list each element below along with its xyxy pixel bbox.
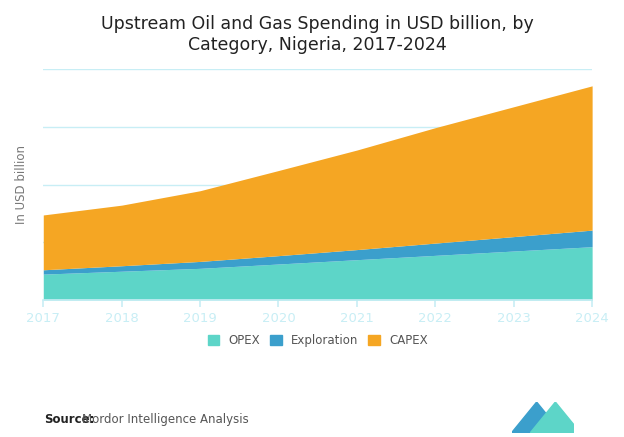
Text: Mordor Intelligence Analysis: Mordor Intelligence Analysis — [82, 413, 249, 426]
Title: Upstream Oil and Gas Spending in USD billion, by
Category, Nigeria, 2017-2024: Upstream Oil and Gas Spending in USD bil… — [101, 15, 534, 54]
Text: Source:: Source: — [44, 413, 94, 426]
Polygon shape — [512, 402, 562, 433]
Legend: OPEX, Exploration, CAPEX: OPEX, Exploration, CAPEX — [203, 329, 432, 352]
Polygon shape — [530, 402, 580, 433]
Y-axis label: In USD billion: In USD billion — [15, 145, 28, 224]
